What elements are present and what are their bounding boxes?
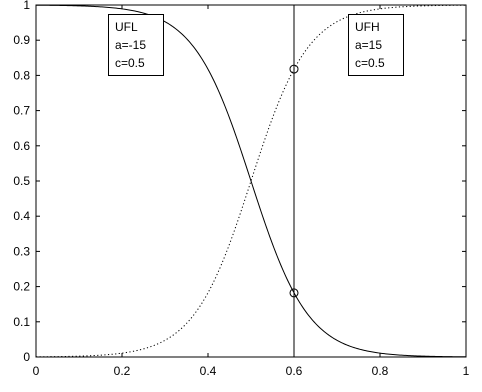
y-tick-label-5: 0.5 xyxy=(13,174,30,188)
annotation-ufh-line-3: c=0.5 xyxy=(355,56,385,70)
annotation-ufh-line-1: UFH xyxy=(355,20,380,34)
series-line-ufl xyxy=(35,4,467,358)
y-tick-label-10: 1 xyxy=(23,0,30,12)
y-tick-label-4: 0.4 xyxy=(13,209,30,223)
annotation-ufh: UFH a=15 c=0.5 xyxy=(348,14,404,76)
annotation-ufh-line-2: a=15 xyxy=(355,38,383,52)
x-tick-label-3: 0.6 xyxy=(286,364,303,378)
markers-group xyxy=(289,5,299,357)
x-tick-label-0: 0 xyxy=(33,364,40,378)
annotation-ufl: UFL a=-15 c=0.5 xyxy=(108,14,164,76)
axes: 0 0.2 0.4 0.6 0.8 1 0 0.1 0.2 0.3 0.4 0.5 0.6 0.7 0.8 0… xyxy=(13,0,469,378)
y-tick-label-8: 0.8 xyxy=(13,68,30,82)
x-tick-label-4: 0.8 xyxy=(372,364,389,378)
annotation-ufl-line-2: a=-15 xyxy=(115,38,147,52)
series-group xyxy=(35,4,467,358)
y-tick-label-6: 0.6 xyxy=(13,139,30,153)
y-tick-label-2: 0.2 xyxy=(13,280,30,294)
y-tick-label-1: 0.1 xyxy=(13,315,30,329)
x-tick-label-5: 1 xyxy=(463,364,470,378)
y-tick-label-0: 0 xyxy=(23,350,30,364)
y-tick-label-3: 0.3 xyxy=(13,244,30,258)
marker-0 xyxy=(289,64,299,74)
x-tick-label-2: 0.4 xyxy=(200,364,217,378)
y-tick-label-9: 0.9 xyxy=(13,33,30,47)
annotation-ufl-line-1: UFL xyxy=(115,20,138,34)
marker-1 xyxy=(289,288,299,298)
annotation-ufl-line-3: c=0.5 xyxy=(115,56,145,70)
y-tick-label-7: 0.7 xyxy=(13,104,30,118)
x-tick-label-1: 0.2 xyxy=(114,364,131,378)
